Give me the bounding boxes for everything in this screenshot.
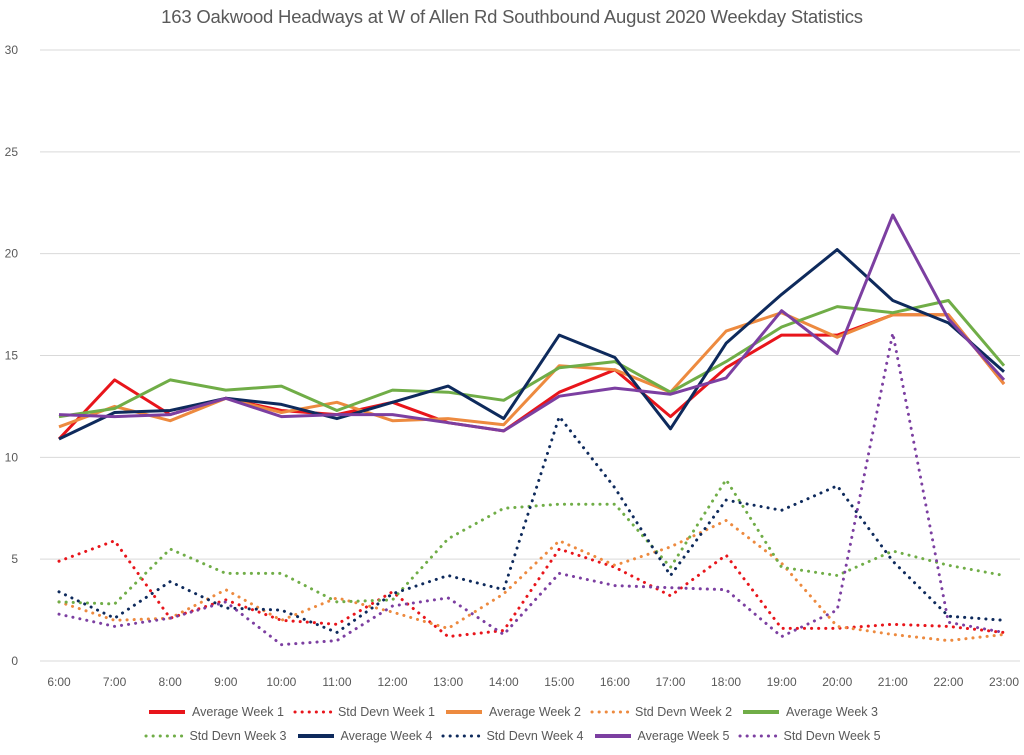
x-tick-label: 21:00: [878, 675, 908, 689]
y-axis-ticks: 0 5 10 15 20 25 30: [5, 43, 19, 668]
legend-item-average-week-2: Average Week 2: [443, 705, 581, 719]
y-tick-label: 25: [5, 145, 19, 159]
legend-swatch: [594, 734, 631, 738]
legend-label: Std Devn Week 1: [337, 705, 436, 719]
series-line-std-devn-week-2: [57, 519, 1006, 643]
legend-label: Average Week 4: [340, 729, 433, 743]
x-tick-label: 20:00: [822, 675, 852, 689]
legend-swatch: [738, 734, 778, 738]
legend-swatch: [441, 734, 481, 738]
legend-item-average-week-1: Average Week 1: [146, 705, 284, 719]
series-line-average-week-2: [58, 311, 1006, 429]
legend-row: Std Devn Week 3 Average Week 4 Std Devn We…: [0, 724, 1024, 748]
plot-area: 0 5 10 15 20 25 30 6:00 7:00 8:00 9:00 10:00 11:00 1…: [5, 43, 1020, 689]
x-tick-label: 17:00: [655, 675, 685, 689]
legend-item-std-devn-week-2: Std Devn Week 2: [589, 705, 732, 719]
legend-swatch: [149, 710, 185, 714]
legend-swatch: [144, 734, 184, 738]
y-tick-label: 20: [5, 247, 19, 261]
legend-swatch: [297, 734, 334, 738]
x-tick-label: 8:00: [158, 675, 182, 689]
x-tick-label: 11:00: [322, 675, 351, 689]
legend: Average Week 1 Std Devn Week 1 Average Wee…: [0, 700, 1024, 748]
legend-item-std-devn-week-1: Std Devn Week 1: [292, 705, 435, 719]
x-tick-label: 19:00: [767, 675, 797, 689]
gridlines: [40, 49, 1020, 662]
x-tick-label: 7:00: [103, 675, 127, 689]
x-tick-label: 12:00: [378, 675, 408, 689]
x-tick-label: 15:00: [544, 675, 574, 689]
legend-swatch: [446, 710, 483, 714]
x-tick-label: 10:00: [266, 675, 296, 689]
x-tick-label: 13:00: [433, 675, 463, 689]
legend-item-average-week-3: Average Week 3: [740, 705, 878, 719]
legend-swatch: [590, 710, 630, 714]
legend-swatch: [743, 710, 780, 714]
legend-label: Average Week 1: [192, 705, 284, 719]
x-tick-label: 6:00: [47, 675, 71, 689]
x-tick-label: 22:00: [933, 675, 963, 689]
legend-label: Average Week 3: [786, 705, 878, 719]
legend-label: Average Week 2: [489, 705, 581, 719]
legend-label: Average Week 5: [637, 729, 730, 743]
legend-item-std-devn-week-5: Std Devn Week 5: [737, 729, 881, 743]
legend-item-average-week-5: Average Week 5: [592, 729, 730, 743]
series-lines: [57, 213, 1006, 647]
legend-label: Std Devn Week 2: [634, 705, 733, 719]
x-tick-label: 16:00: [600, 675, 630, 689]
x-tick-label: 14:00: [489, 675, 519, 689]
y-tick-label: 10: [5, 450, 19, 464]
legend-item-average-week-4: Average Week 4: [295, 729, 433, 743]
series-line-average-week-5: [58, 213, 1006, 433]
y-tick-label: 5: [11, 552, 18, 566]
legend-label: Std Devn Week 3: [189, 729, 287, 743]
legend-label: Std Devn Week 4: [486, 729, 584, 743]
legend-row: Average Week 1 Std Devn Week 1 Average Wee…: [0, 700, 1024, 724]
y-tick-label: 30: [5, 43, 19, 57]
y-tick-label: 15: [5, 349, 19, 363]
chart-title: 163 Oakwood Headways at W of Allen Rd So…: [161, 6, 863, 27]
x-tick-label: 18:00: [711, 675, 741, 689]
x-axis-ticks: 6:00 7:00 8:00 9:00 10:00 11:00 12:00 13:00 14:0…: [47, 675, 1019, 689]
series-line-average-week-3: [58, 299, 1006, 419]
y-tick-label: 0: [11, 654, 18, 668]
legend-item-std-devn-week-3: Std Devn Week 3: [143, 729, 287, 743]
legend-label: Std Devn Week 5: [783, 729, 881, 743]
series-line-std-devn-week-3: [57, 478, 1006, 606]
series-line-std-devn-week-5: [57, 331, 1006, 647]
legend-item-std-devn-week-4: Std Devn Week 4: [440, 729, 584, 743]
series-line-std-devn-week-1: [57, 539, 1006, 639]
x-tick-label: 9:00: [214, 675, 238, 689]
series-line-std-devn-week-4: [57, 415, 1006, 634]
x-tick-label: 23:00: [989, 675, 1019, 689]
legend-swatch: [293, 710, 333, 714]
